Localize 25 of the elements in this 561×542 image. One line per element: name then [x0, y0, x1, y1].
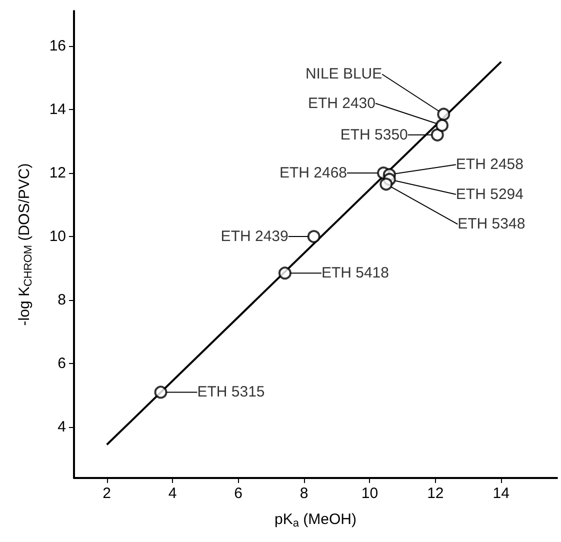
y-tick-label: 12: [49, 164, 66, 182]
annotation: ETH 2439: [220, 228, 288, 246]
x-tick-label: 4: [168, 485, 177, 502]
annotation: ETH 2458: [456, 156, 524, 174]
annotation: ETH 2468: [279, 164, 348, 182]
annotation: ETH 5418: [321, 264, 389, 282]
annotation: ETH 2430: [308, 94, 376, 112]
x-tick-label: 10: [361, 485, 378, 502]
x-tick-label: 12: [427, 485, 444, 502]
y-tick-label: 10: [49, 228, 66, 246]
annotation: ETH 5350: [340, 126, 408, 144]
y-tick-label: 4: [58, 418, 66, 436]
y-tick-label: 8: [58, 292, 66, 309]
x-tick-label: 8: [300, 485, 308, 502]
y-tick-label: 14: [49, 100, 66, 118]
annotation: ETH 5348: [458, 216, 526, 233]
y-tick-label: 6: [58, 355, 66, 372]
annotation: NILE BLUE: [305, 66, 382, 83]
y-tick-label: 16: [49, 37, 66, 54]
x-tick-label: 2: [102, 485, 112, 502]
y-axis-title: -log KCHROM (DOS/PVC): [16, 163, 34, 326]
x-tick-label: 14: [492, 485, 510, 502]
annotation: ETH 5315: [197, 384, 265, 401]
x-tick-label: 6: [234, 485, 242, 502]
annotation: ETH 5294: [456, 186, 524, 203]
